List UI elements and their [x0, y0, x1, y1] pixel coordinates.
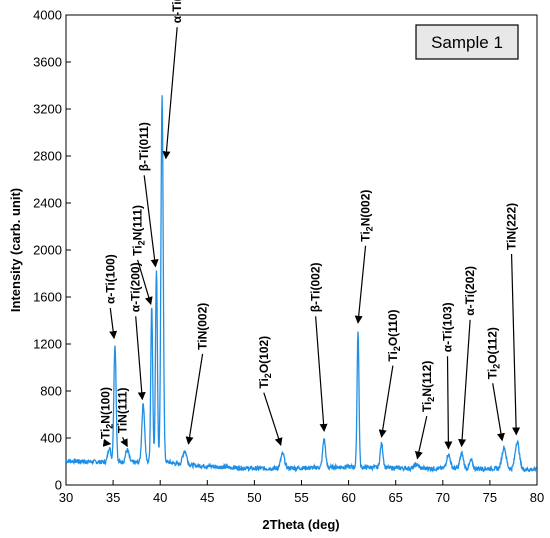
x-tick-label: 55	[294, 490, 308, 505]
y-tick-label: 2000	[33, 243, 62, 258]
sample-legend-box	[415, 24, 519, 60]
peak-arrow	[510, 253, 521, 436]
y-axis-ticks: 0 400 800 1200 1600 2000 2400 2800 3200 3600 4000	[33, 8, 71, 493]
peak-label: TiN(222)	[505, 203, 519, 250]
peak-label: Ti2O(110)	[386, 309, 402, 361]
peak-label: TiN(002)	[196, 303, 210, 350]
peak-label: Ti2N(111)	[131, 205, 147, 256]
peak-arrow	[492, 383, 505, 442]
peak-label: Ti2O(102)	[257, 336, 273, 389]
y-tick-label: 4000	[33, 8, 62, 23]
sample-legend: Sample 1	[415, 24, 519, 60]
x-axis-ticks: 30 35 40 45 50 55 60 65 70 75 80	[59, 480, 544, 505]
peak-arrow	[135, 316, 146, 401]
peak-label: Ti2N(112)	[420, 361, 436, 413]
y-tick-label: 2800	[33, 149, 62, 164]
peak-arrow	[444, 356, 453, 450]
peak-label: α-Ti(101)	[170, 0, 184, 23]
peak-label: β-Ti(011)	[137, 122, 151, 171]
peak-arrow	[354, 245, 367, 324]
x-tick-label: 60	[341, 490, 355, 505]
y-tick-label: 2400	[33, 196, 62, 211]
peak-arrow	[137, 259, 153, 306]
peak-arrow	[102, 438, 112, 447]
sample-legend-label: Sample 1	[431, 33, 503, 52]
y-tick-label: 3600	[33, 55, 62, 70]
peak-label: Ti2O(112)	[486, 327, 502, 379]
peak-label: α-Ti(200)	[129, 262, 143, 312]
peak-label: TiN(111)	[116, 387, 130, 433]
y-tick-label: 1200	[33, 337, 62, 352]
peak-label: α-Ti(103)	[441, 302, 455, 352]
y-tick-label: 3200	[33, 102, 62, 117]
x-tick-label: 30	[59, 490, 73, 505]
y-tick-label: 800	[40, 384, 62, 399]
y-tick-label: 0	[55, 478, 62, 493]
y-tick-label: 400	[40, 431, 62, 446]
y-tick-label: 1600	[33, 290, 62, 305]
peak-label: α-Ti(202)	[463, 266, 477, 316]
y-axis-title: Intensity (carb. unit)	[8, 188, 23, 312]
peak-label: β-Ti(002)	[309, 262, 323, 312]
peak-arrow	[378, 365, 394, 438]
plot-area	[65, 14, 538, 486]
xrd-pattern-line	[65, 95, 538, 473]
peak-arrow	[414, 416, 428, 460]
peak-arrow	[109, 307, 118, 340]
peak-arrow	[162, 27, 178, 160]
peak-label: Ti2N(002)	[359, 190, 375, 242]
x-tick-label: 35	[106, 490, 120, 505]
peak-annotations: Ti2N(100) α-Ti(100) TiN(111) α-Ti(200) Ti2N(…	[99, 0, 521, 460]
peak-arrow	[143, 175, 159, 268]
x-tick-label: 75	[483, 490, 497, 505]
x-tick-label: 80	[530, 490, 544, 505]
peak-arrow	[120, 437, 128, 448]
peak-label: Ti2N(100)	[99, 387, 115, 439]
peak-arrow	[185, 353, 204, 445]
peak-arrow	[263, 392, 283, 447]
x-tick-label: 65	[388, 490, 402, 505]
peak-label: α-Ti(100)	[103, 254, 117, 304]
peak-arrow	[315, 316, 328, 432]
x-tick-label: 45	[200, 490, 214, 505]
x-tick-label: 70	[436, 490, 450, 505]
x-tick-label: 50	[247, 490, 261, 505]
x-tick-label: 40	[153, 490, 167, 505]
x-axis-title: 2Theta (deg)	[262, 517, 339, 532]
peak-arrow	[458, 319, 471, 448]
